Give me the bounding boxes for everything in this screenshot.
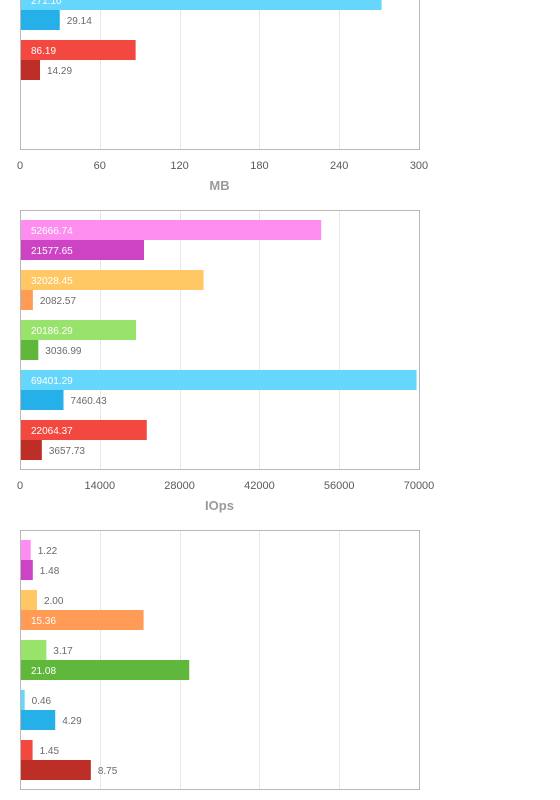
bar [21,560,33,580]
bar-value-label: 21577.65 [31,246,73,257]
bar [21,60,41,80]
x-tick-label: 60 [94,160,106,172]
bar-value-label: 3657.73 [49,446,86,457]
x-tick-label: 120 [170,160,188,172]
bar-value-label: 0.46 [32,696,52,707]
x-tick-label: 42000 [244,480,275,492]
bar-value-label: 69401.29 [31,376,73,387]
plot-frame [20,0,420,150]
bar [21,340,39,360]
bar-value-label: 3.17 [53,646,73,657]
bar-value-label: 271.10 [31,0,62,7]
chart-2: 52666.74 21577.65 32028.45 2082.57 20186.29 3… [17,210,435,513]
chart-3: 1.22 1.48 2.00 15.36 3.17 21.08 0.46 4.29 1.45 8.… [20,530,420,790]
bar [21,240,144,260]
bar-value-label: 22064.37 [31,426,73,437]
bar [21,290,33,310]
bar-value-label: 8.75 [98,766,118,777]
bar-value-label: 3036.99 [45,346,82,357]
bar [21,40,136,60]
x-tick-label: 70000 [404,480,435,492]
bar-value-label: 20186.29 [31,326,73,337]
bar [21,270,204,290]
x-tick-label: 300 [410,160,428,172]
x-tick-label: 14000 [85,480,116,492]
bar [21,690,25,710]
x-axis-title: IOps [205,498,234,513]
bar [21,760,91,780]
bar [21,660,190,680]
bar-value-label: 1.45 [40,746,60,757]
bar-value-label: 1.22 [38,546,58,557]
bar [21,740,33,760]
bar-value-label: 2.00 [44,596,64,607]
bar [21,220,322,240]
bar [21,710,56,730]
bar-value-label: 2082.57 [40,296,77,307]
bar [21,610,144,630]
bar-value-label: 15.36 [31,616,56,627]
x-tick-label: 0 [17,480,23,492]
chart-1: 78.8511.86271.1029.1486.1914.29060120180… [17,0,428,193]
bar [21,370,417,390]
bar-value-label: 21.08 [31,666,56,677]
bar [21,590,37,610]
bar-value-label: 7460.43 [71,396,108,407]
bar-value-label: 14.29 [47,66,72,77]
bar-value-label: 52666.74 [31,226,73,237]
bar-value-label: 1.48 [40,566,60,577]
x-tick-label: 56000 [324,480,355,492]
bar-value-label: 32028.45 [31,276,73,287]
bar [21,0,382,10]
x-axis-title: MB [209,178,229,193]
x-tick-label: 240 [330,160,348,172]
bar [21,390,64,410]
bar-value-label: 86.19 [31,46,56,57]
x-tick-label: 28000 [164,480,195,492]
bar-value-label: 4.29 [62,716,82,727]
x-tick-label: 180 [250,160,268,172]
x-tick-label: 0 [17,160,23,172]
bar [21,420,147,440]
bar [21,540,31,560]
bar [21,10,60,30]
bar-value-label: 29.14 [67,16,92,27]
bar [21,640,47,660]
bar [21,440,42,460]
bar [21,320,137,340]
